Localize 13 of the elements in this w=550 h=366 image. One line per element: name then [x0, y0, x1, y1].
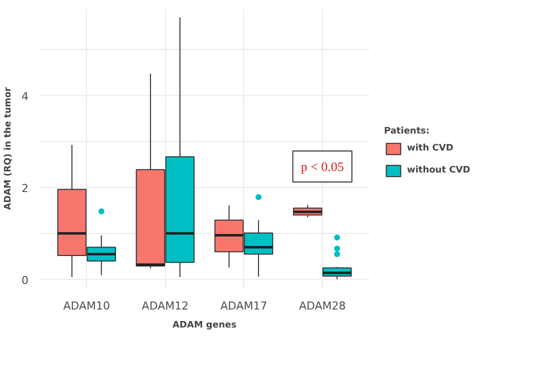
y-tick-label: 2: [22, 182, 28, 196]
x-tick-label: ADAM28: [298, 300, 346, 312]
legend-title: Patients:: [384, 126, 431, 136]
legend-label: with CVD: [407, 143, 454, 153]
y-tick-label: 4: [22, 90, 28, 104]
annotation: p < 0.05: [300, 159, 344, 174]
y-axis-title: ADAM (RQ) in the tumor: [4, 86, 14, 210]
legend-label: without CVD: [407, 165, 470, 175]
x-tick-label: ADAM17: [220, 300, 268, 312]
x-tick-label: ADAM12: [142, 300, 189, 312]
y-tick-label: 0: [22, 274, 28, 287]
x-tick-label: ADAM10: [63, 300, 110, 312]
x-axis-title: ADAM genes: [172, 320, 236, 330]
